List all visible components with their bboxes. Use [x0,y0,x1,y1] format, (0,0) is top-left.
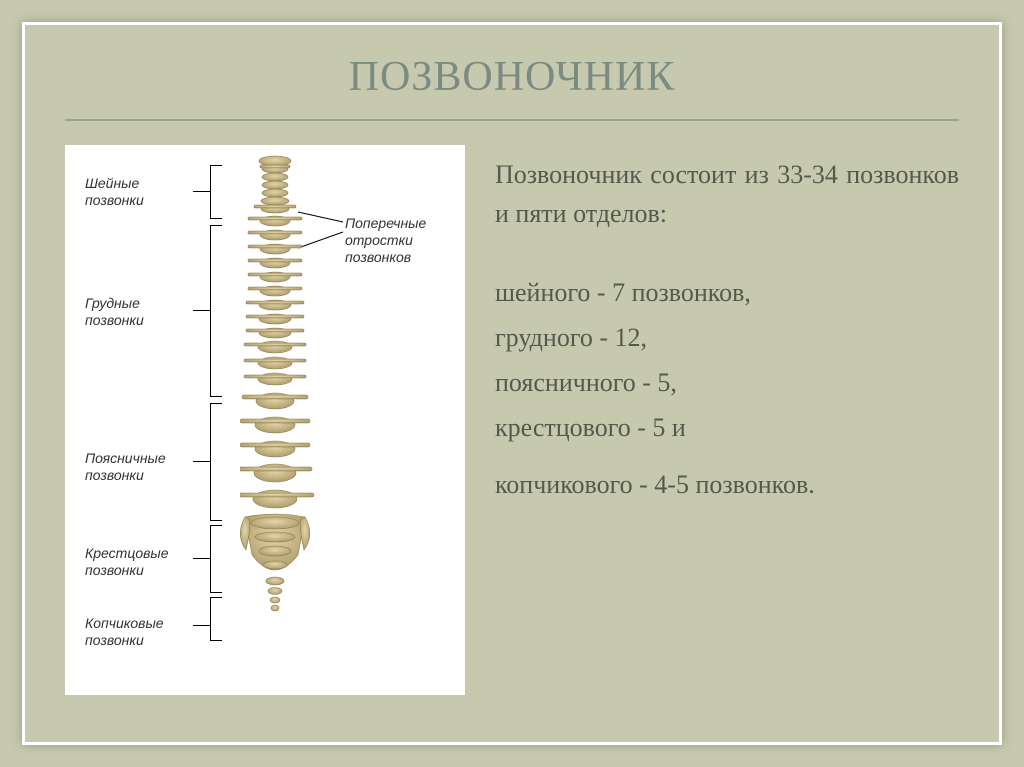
page-title: ПОЗВОНОЧНИК [25,53,999,101]
leader-coccyx [193,625,210,626]
label-transverse: Поперечные отростки позвонков [345,215,455,265]
label-cervical: Шейные позвонки [85,175,195,209]
slide: ПОЗВОНОЧНИК Шейные позвонки Грудные позв… [0,0,1024,767]
label-sacral: Крестцовые позвонки [85,545,195,579]
leader-lumbar [193,461,210,462]
spine-diagram: Шейные позвонки Грудные позвонки Пояснич… [65,145,465,695]
slide-frame: ПОЗВОНОЧНИК Шейные позвонки Грудные позв… [22,22,1002,745]
leader-cervical [193,191,210,192]
label-thoracic: Грудные позвонки [85,295,195,329]
spine-illustration-icon [240,155,320,665]
text-line: грудного - 12, [495,318,959,357]
bracket-cervical [210,165,222,219]
intro-text: Позвоночник состоит из 33-34 позвонков и… [495,155,959,233]
leader-sacral [193,558,210,559]
bracket-lumbar [210,403,222,521]
text-line: копчикового - 4-5 позвонков. [495,465,959,504]
bracket-sacral [210,525,222,593]
text-line: шейного - 7 позвонков, [495,273,959,312]
title-rule [65,119,959,121]
bracket-thoracic [210,225,222,397]
content-row: Шейные позвонки Грудные позвонки Пояснич… [65,145,959,712]
label-lumbar: Поясничные позвонки [85,450,195,484]
text-line: поясничного - 5, [495,363,959,402]
leader-thoracic [193,310,210,311]
text-column: Позвоночник состоит из 33-34 позвонков и… [495,145,959,712]
label-coccyx: Копчиковые позвонки [85,615,195,649]
text-line: крестцового - 5 и [495,408,959,447]
bracket-coccyx [210,597,222,641]
